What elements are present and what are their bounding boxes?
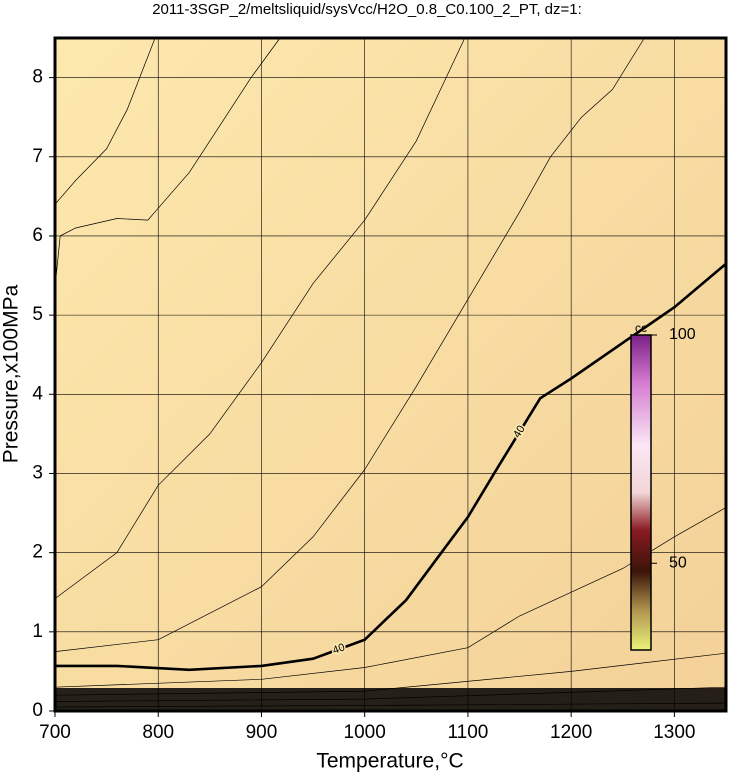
contour-line [54,686,727,702]
y-tick-label: 1 [32,621,43,642]
colorbar-tick-label: 50 [669,554,687,571]
colorbar-tick-label: 100 [669,326,696,343]
dense-contour-band [55,688,726,711]
y-tick-label: 4 [32,383,43,404]
contour-line [54,37,466,599]
y-tick-label: 5 [32,304,43,325]
x-tick-label: 1000 [344,722,386,743]
x-axis-label: Temperature,°C [316,750,463,773]
colorbar [630,334,652,651]
x-tick-label: 1200 [550,722,592,743]
y-tick-label: 0 [32,700,43,721]
plot-background [55,38,726,711]
plot-layer: 700 800 900 1000 1100 1200 13000123456784040cc… [32,37,727,743]
contour-line [54,37,281,288]
contour-line [55,262,727,672]
contour-line [54,37,645,652]
x-tick-label: 1100 [447,722,488,743]
contour-line [54,652,727,696]
contour-line [54,702,727,708]
chart-title: 2011-3SGP_2/meltsliquid/sysVcc/H2O_0.8_C… [152,1,582,18]
contour-line [54,37,156,205]
x-tick-label: 1300 [653,722,695,743]
y-tick-label: 8 [32,67,43,88]
y-tick-label: 7 [32,146,43,167]
y-tick-label: 6 [32,225,43,246]
y-axis-label: Pressure,x100MPa [0,284,23,463]
y-tick-label: 2 [32,542,43,563]
x-tick-label: 800 [142,722,174,743]
x-tick-label: 900 [246,722,278,743]
x-tick-label: 700 [39,722,71,743]
colorbar-label: cc [635,321,647,335]
y-tick-label: 3 [32,462,43,483]
contour-label: 40 [331,641,347,656]
contour-line [54,507,727,688]
plot-frame [53,36,728,713]
